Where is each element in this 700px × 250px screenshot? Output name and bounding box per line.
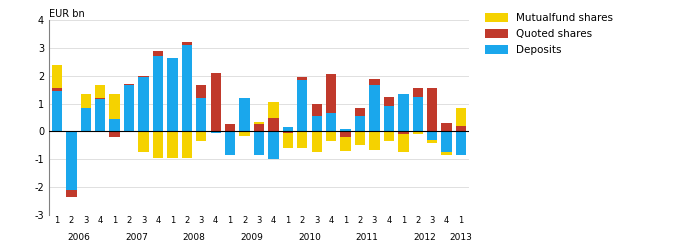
Bar [153, 56, 163, 132]
Bar [283, 127, 293, 132]
Bar [66, 132, 76, 190]
Bar [427, 140, 438, 142]
Bar [139, 77, 148, 132]
Bar [181, 42, 192, 45]
Bar [153, 51, 163, 56]
Bar [370, 86, 379, 132]
Bar [355, 116, 365, 132]
Bar [398, 134, 409, 152]
Bar [181, 132, 192, 158]
Bar [167, 132, 178, 158]
Bar [312, 104, 322, 116]
Bar [95, 98, 106, 100]
Bar [312, 116, 322, 132]
Bar [95, 100, 106, 132]
Bar [297, 132, 307, 148]
Bar [124, 86, 134, 132]
Bar [80, 94, 91, 108]
Bar [412, 88, 423, 96]
Bar [297, 80, 307, 132]
Bar [167, 58, 178, 132]
Bar [268, 132, 279, 159]
Bar [456, 126, 466, 132]
Text: 2012: 2012 [414, 233, 436, 242]
Text: 2009: 2009 [240, 233, 263, 242]
Text: 2011: 2011 [356, 233, 379, 242]
Bar [384, 132, 394, 141]
Text: 2010: 2010 [298, 233, 321, 242]
Bar [124, 84, 134, 86]
Bar [442, 132, 452, 152]
Bar [80, 108, 91, 132]
Bar [52, 88, 62, 91]
Bar [66, 190, 76, 197]
Bar [211, 132, 221, 133]
Bar [370, 132, 379, 150]
Bar [139, 76, 148, 77]
Text: 2006: 2006 [67, 233, 90, 242]
Bar [340, 132, 351, 137]
Bar [456, 132, 466, 155]
Bar [196, 86, 206, 98]
Bar [398, 94, 409, 132]
Bar [442, 152, 452, 155]
Bar [412, 132, 423, 134]
Bar [211, 73, 221, 132]
Bar [239, 132, 250, 136]
Text: EUR bn: EUR bn [49, 8, 85, 18]
Text: 2007: 2007 [125, 233, 148, 242]
Bar [355, 108, 365, 116]
Bar [181, 45, 192, 132]
Bar [95, 86, 106, 98]
Bar [225, 132, 235, 155]
Bar [326, 132, 337, 141]
Bar [196, 98, 206, 132]
Bar [153, 132, 163, 158]
Bar [326, 113, 337, 132]
Bar [254, 122, 264, 124]
Bar [254, 132, 264, 155]
Bar [340, 137, 351, 151]
Bar [268, 118, 279, 132]
Bar [283, 133, 293, 148]
Legend: Mutualfund shares, Quoted shares, Deposits: Mutualfund shares, Quoted shares, Deposi… [484, 13, 613, 55]
Bar [109, 132, 120, 137]
Bar [384, 106, 394, 132]
Bar [109, 119, 120, 132]
Bar [239, 98, 250, 132]
Bar [254, 124, 264, 132]
Bar [427, 132, 438, 140]
Bar [297, 77, 307, 80]
Bar [427, 88, 438, 132]
Bar [355, 132, 365, 145]
Bar [283, 132, 293, 133]
Bar [340, 129, 351, 132]
Bar [52, 64, 62, 88]
Bar [109, 94, 120, 119]
Bar [225, 124, 235, 132]
Text: 2013: 2013 [449, 233, 473, 242]
Bar [412, 96, 423, 132]
Bar [398, 132, 409, 134]
Bar [442, 123, 452, 132]
Bar [326, 74, 337, 113]
Bar [52, 91, 62, 132]
Bar [139, 132, 148, 152]
Bar [456, 108, 466, 126]
Bar [196, 132, 206, 141]
Bar [384, 96, 394, 106]
Bar [370, 78, 379, 86]
Bar [268, 102, 279, 118]
Bar [312, 132, 322, 152]
Text: 2008: 2008 [183, 233, 206, 242]
